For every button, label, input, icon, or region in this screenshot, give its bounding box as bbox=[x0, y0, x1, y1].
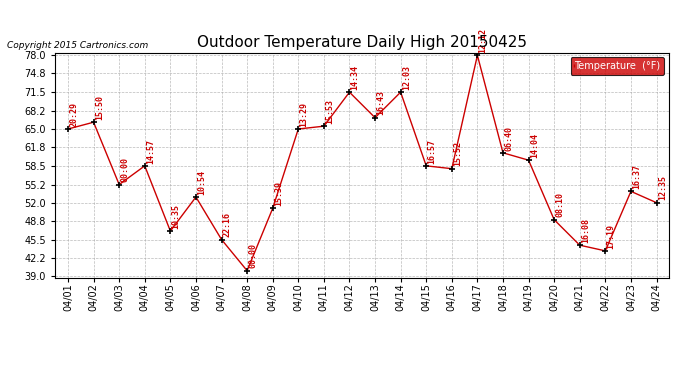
Legend: Temperature  (°F): Temperature (°F) bbox=[571, 57, 664, 75]
Text: 20:29: 20:29 bbox=[69, 102, 78, 127]
Text: 00:00: 00:00 bbox=[248, 243, 257, 268]
Text: 12:03: 12:03 bbox=[402, 65, 411, 90]
Text: 17:19: 17:19 bbox=[607, 224, 615, 249]
Text: 16:08: 16:08 bbox=[581, 218, 590, 243]
Text: 15:53: 15:53 bbox=[325, 99, 334, 124]
Text: 16:43: 16:43 bbox=[376, 90, 385, 116]
Text: 15:52: 15:52 bbox=[453, 141, 462, 166]
Text: 15:50: 15:50 bbox=[95, 95, 104, 120]
Text: 22:16: 22:16 bbox=[223, 212, 232, 237]
Text: 08:10: 08:10 bbox=[555, 192, 564, 217]
Text: 06:40: 06:40 bbox=[504, 126, 513, 150]
Text: 15:39: 15:39 bbox=[274, 181, 283, 206]
Text: 12:35: 12:35 bbox=[658, 176, 667, 200]
Text: 16:37: 16:37 bbox=[632, 164, 641, 189]
Text: 13:29: 13:29 bbox=[299, 102, 308, 127]
Text: 14:57: 14:57 bbox=[146, 139, 155, 164]
Title: Outdoor Temperature Daily High 20150425: Outdoor Temperature Daily High 20150425 bbox=[197, 35, 527, 50]
Text: 12:12: 12:12 bbox=[479, 28, 488, 53]
Text: 00:00: 00:00 bbox=[121, 157, 130, 182]
Text: 16:57: 16:57 bbox=[428, 139, 437, 164]
Text: 10:54: 10:54 bbox=[197, 170, 206, 195]
Text: 10:35: 10:35 bbox=[172, 204, 181, 229]
Text: 14:04: 14:04 bbox=[530, 133, 539, 158]
Text: 14:34: 14:34 bbox=[351, 65, 359, 90]
Text: Copyright 2015 Cartronics.com: Copyright 2015 Cartronics.com bbox=[7, 41, 148, 50]
